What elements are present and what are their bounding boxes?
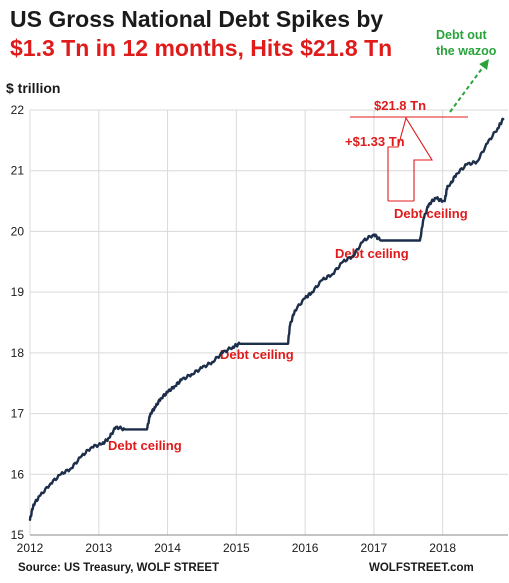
peak-annotation-lines: $21.8 Tn +$1.33 Tn — [345, 98, 468, 202]
y-tick-label-19: 19 — [11, 285, 25, 299]
x-tick-label-2018: 2018 — [429, 541, 456, 555]
y-tick-label-18: 18 — [11, 346, 25, 360]
peak-label: $21.8 Tn — [374, 98, 426, 113]
x-tick-label-2013: 2013 — [85, 541, 112, 555]
x-tick-label-2012: 2012 — [17, 541, 44, 555]
increase-label: +$1.33 Tn — [345, 134, 405, 149]
debt-ceiling-labels: Debt ceiling Debt ceiling Debt ceiling D… — [108, 206, 468, 453]
y-tick-label-22: 22 — [11, 103, 25, 117]
source-note: Source: US Treasury, WOLF STREET — [18, 562, 220, 574]
y-tick-label-15: 15 — [11, 528, 25, 542]
debt-ceiling-label-2017: Debt ceiling — [335, 246, 409, 261]
y-tick-label-20: 20 — [11, 224, 25, 238]
chart-title-line1: US Gross National Debt Spikes by — [10, 6, 384, 32]
debt-ceiling-label-2013: Debt ceiling — [108, 438, 182, 453]
debt-ceiling-label-2018: Debt ceiling — [394, 206, 468, 221]
wazoo-annotation: Debt out the wazoo — [436, 28, 497, 113]
chart-title-line2: $1.3 Tn in 12 months, Hits $21.8 Tn — [10, 35, 393, 61]
x-tick-label-2014: 2014 — [154, 541, 181, 555]
x-tick-label-2017: 2017 — [361, 541, 388, 555]
debt-ceiling-label-2015: Debt ceiling — [220, 347, 294, 362]
x-tick-label-2016: 2016 — [292, 541, 319, 555]
brand-label: WOLFSTREET.com — [369, 562, 474, 574]
y-tick-label-16: 16 — [11, 467, 25, 481]
y-tick-label-17: 17 — [11, 407, 25, 421]
increase-bracket — [387, 116, 433, 201]
wazoo-arrow — [449, 58, 489, 113]
axis-ticks: 15 16 17 18 19 20 21 22 2012 2013 2014 2015 2016 2017… — [11, 103, 508, 555]
debt-series-line — [28, 117, 505, 521]
wazoo-label-line2: the wazoo — [436, 44, 497, 58]
y-tick-label-21: 21 — [11, 164, 25, 178]
chart-title: US Gross National Debt Spikes by $1.3 Tn… — [10, 5, 392, 63]
gridlines — [29, 109, 508, 536]
x-tick-label-2015: 2015 — [223, 541, 250, 555]
y-axis-unit: $ trillion — [6, 80, 61, 96]
wazoo-label-line1: Debt out — [436, 28, 488, 42]
